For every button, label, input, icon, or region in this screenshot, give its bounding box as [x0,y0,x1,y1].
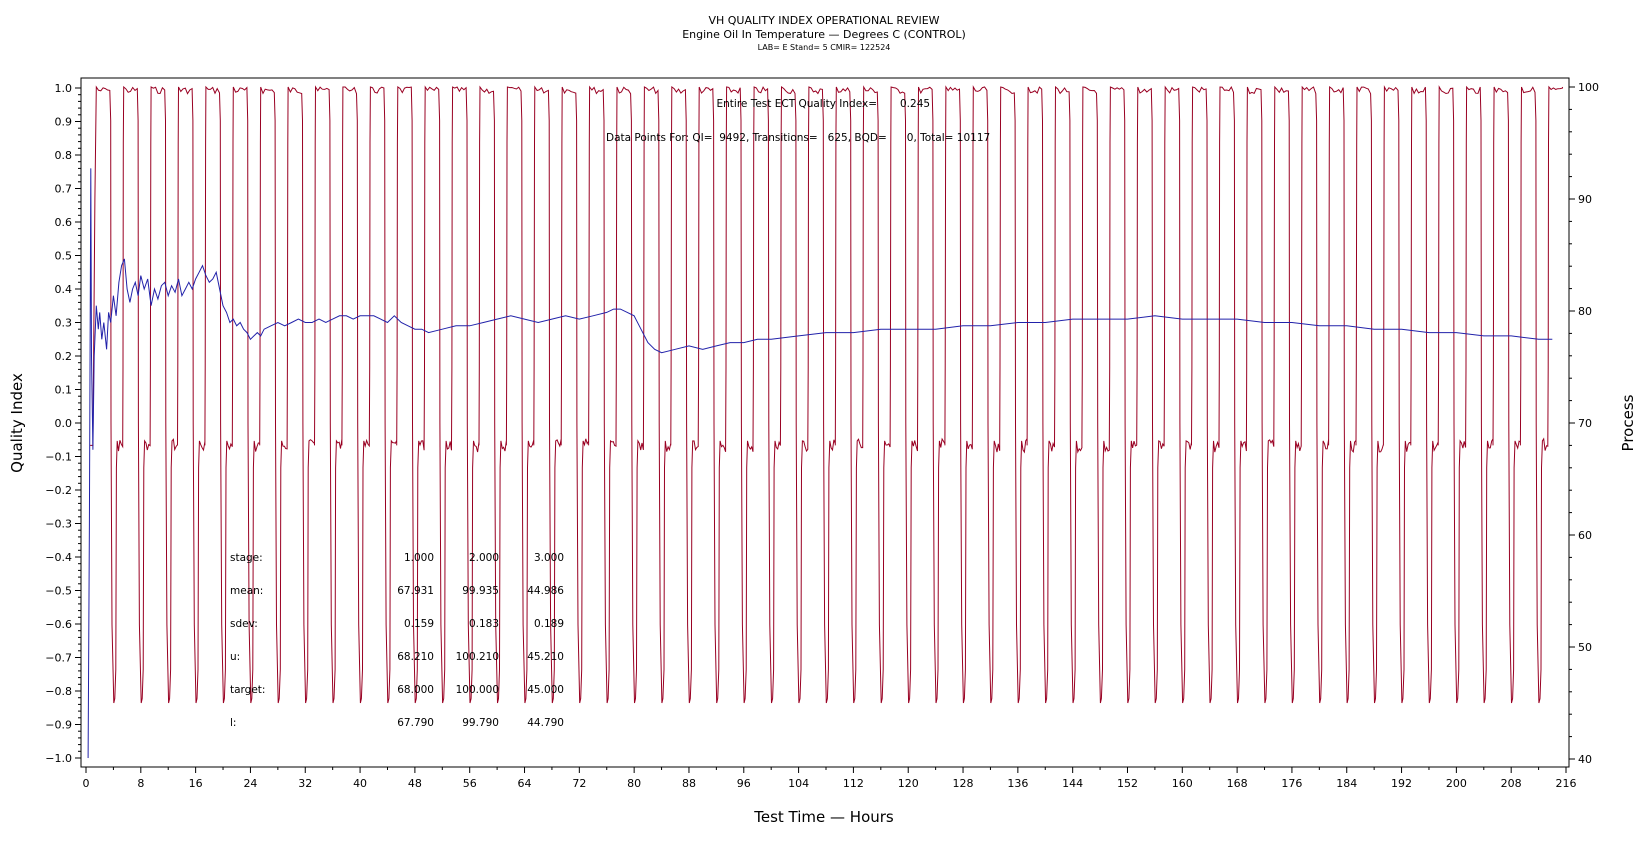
x-tick-label: 48 [408,777,422,790]
x-tick-label: 216 [1556,777,1577,790]
chart-subtitle: Engine Oil In Temperature — Degrees C (C… [682,28,966,41]
x-tick-label: 96 [737,777,751,790]
y-axis-label: Quality Index [8,373,26,473]
stats-cell: 44.986 [527,585,564,597]
quality-index-series [87,168,1553,759]
x-tick-label: 32 [298,777,312,790]
stats-cell: 45.000 [527,684,564,696]
x-tick-label: 168 [1227,777,1248,790]
stats-cell: 99.935 [462,585,499,597]
stats-cell: 67.931 [397,585,434,597]
stats-cell: 0.189 [534,618,564,630]
y2-tick-label: 100 [1578,81,1599,94]
x-tick-label: 16 [189,777,203,790]
y-tick-label: −0.5 [45,585,72,598]
y-tick-label: 0.8 [55,149,73,162]
right-axis: 100 90 80 70 60 50 40 [1569,81,1599,766]
x-tick-label: 144 [1062,777,1083,790]
stats-row-label: sdev: [230,618,258,630]
y2-tick-label: 90 [1578,193,1592,206]
stats-row-label: mean: [230,585,263,597]
x-tick-label: 152 [1117,777,1138,790]
x-tick-label: 88 [682,777,696,790]
y-tick-label: 0.7 [55,183,73,196]
x-tick-label: 64 [518,777,532,790]
x-tick-label: 136 [1007,777,1028,790]
x-tick-label: 8 [137,777,144,790]
stats-cell: 67.790 [397,717,434,729]
stats-cell: 1.000 [404,552,434,564]
stats-cell: 2.000 [469,552,499,564]
x-tick-label: 208 [1501,777,1522,790]
y-tick-label: −0.3 [45,518,72,531]
stats-cell: 100.210 [456,651,499,663]
x-tick-label: 72 [572,777,586,790]
x-tick-label: 160 [1172,777,1193,790]
y2-tick-label: 60 [1578,529,1592,542]
y2-tick-label: 50 [1578,641,1592,654]
y2-axis-label: Process [1619,394,1637,451]
stats-row-label: l: [230,717,236,729]
stats-cell: 0.159 [404,618,434,630]
stats-cell: 68.000 [397,684,434,696]
y-tick-label: 0.0 [55,417,73,430]
y-tick-label: −0.1 [45,451,72,464]
y-tick-label: −0.8 [45,685,72,698]
x-tick-label: 184 [1336,777,1357,790]
y-tick-label: 0.2 [55,350,73,363]
x-tick-label: 56 [463,777,477,790]
process-series [90,85,1564,704]
x-tick-label: 192 [1391,777,1412,790]
y-tick-label: 0.5 [55,250,73,263]
stats-cell: 44.790 [527,717,564,729]
y-tick-label: −1.0 [45,752,72,765]
y-tick-label: −0.7 [45,652,72,665]
x-tick-label: 24 [243,777,257,790]
stats-cell: 99.790 [462,717,499,729]
y2-tick-label: 70 [1578,417,1592,430]
y-tick-label: 0.4 [55,283,73,296]
stats-cell: 45.210 [527,651,564,663]
qi-annotation-value: 0.245 [900,98,930,110]
x-axis: 0 8 16 24 32 40 48 56 64 72 80 88 96 104 112 120 128 136 1… [83,767,1577,790]
process-line [90,85,1564,704]
left-axis: 1.0 0.9 0.8 0.7 0.6 0.5 0.4 0.3 0.2 0.1 0.0 −0.1 −0.… [45,82,81,765]
stats-cell: 68.210 [397,651,434,663]
stats-row-label: u: [230,651,240,663]
x-tick-label: 200 [1446,777,1467,790]
y2-tick-label: 80 [1578,305,1592,318]
y-tick-label: −0.6 [45,618,72,631]
x-tick-label: 176 [1281,777,1302,790]
y2-tick-label: 40 [1578,753,1592,766]
qi-annotation-label: Entire Test ECT Quality Index= [717,98,878,110]
chart-subtitle-lab: LAB= E Stand= 5 CMIR= 122524 [758,43,891,52]
x-tick-label: 0 [83,777,90,790]
y-tick-label: −0.2 [45,484,72,497]
stats-table: stage: 1.000 2.000 3.000 mean: 67.931 99.935 44… [230,552,564,729]
x-tick-label: 112 [843,777,864,790]
data-points-annotation: Data Points For: QI= 9492, Transitions= … [606,132,990,144]
y-tick-label: −0.4 [45,551,72,564]
y-tick-label: 0.9 [55,116,73,129]
y-tick-label: 1.0 [55,82,73,95]
x-tick-label: 104 [788,777,809,790]
x-tick-label: 80 [627,777,641,790]
x-axis-label: Test Time — Hours [753,808,894,826]
stats-cell: 0.183 [469,618,499,630]
y-tick-label: 0.6 [55,216,73,229]
stats-row-label: stage: [230,552,263,564]
stats-cell: 100.000 [456,684,499,696]
chart-title: VH QUALITY INDEX OPERATIONAL REVIEW [708,14,939,27]
x-tick-label: 40 [353,777,367,790]
y-tick-label: 0.3 [55,317,73,330]
x-tick-label: 128 [953,777,974,790]
y-tick-label: −0.9 [45,719,72,732]
y-tick-label: 0.1 [55,384,73,397]
stats-row-label: target: [230,684,265,696]
x-tick-label: 120 [898,777,919,790]
stats-cell: 3.000 [534,552,564,564]
